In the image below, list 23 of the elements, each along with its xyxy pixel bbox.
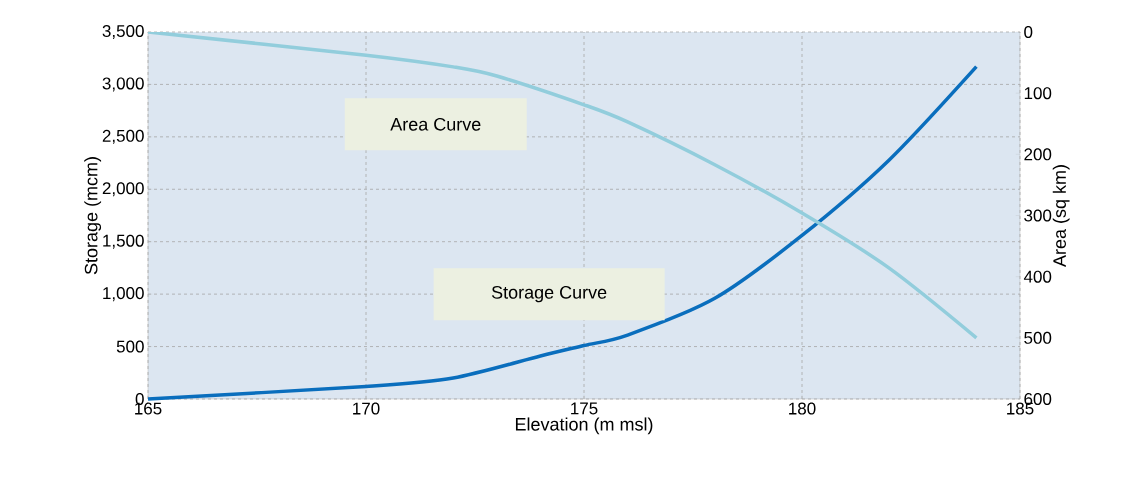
x-axis-title: Elevation (m msl) [515, 417, 653, 435]
y-tick-label: 1,000 [103, 287, 144, 302]
y-tick-label: 500 [116, 340, 144, 353]
line-series [146, 64, 979, 401]
x-tick-label: 175 [571, 402, 598, 415]
y2-axis-title: Area (sq km) [1052, 165, 1070, 267]
y-tick-label: 3,000 [102, 77, 144, 92]
line-series [148, 32, 979, 340]
y-tick-label: 2,500 [102, 129, 144, 144]
x-tick-label: 170 [353, 402, 380, 415]
x-tick-label: 180 [789, 402, 816, 415]
text: Area Curve [390, 117, 481, 131]
y-tick-label: 3,500 [102, 24, 144, 40]
y2-tick-label: 0 [1024, 25, 1033, 39]
y2-tick-label: 300 [1024, 209, 1052, 222]
text: Storage Curve [491, 285, 607, 303]
y-tick-label: 2,000 [102, 182, 144, 197]
y2-tick-label: 500 [1024, 331, 1052, 344]
y-axis-title: Storage (mcm) [84, 157, 102, 275]
y-tick-label: 1,500 [103, 234, 144, 249]
y2-tick-label: 100 [1024, 87, 1052, 100]
y2-tick-label: 400 [1023, 270, 1052, 283]
y2-tick-label: 200 [1024, 148, 1052, 161]
